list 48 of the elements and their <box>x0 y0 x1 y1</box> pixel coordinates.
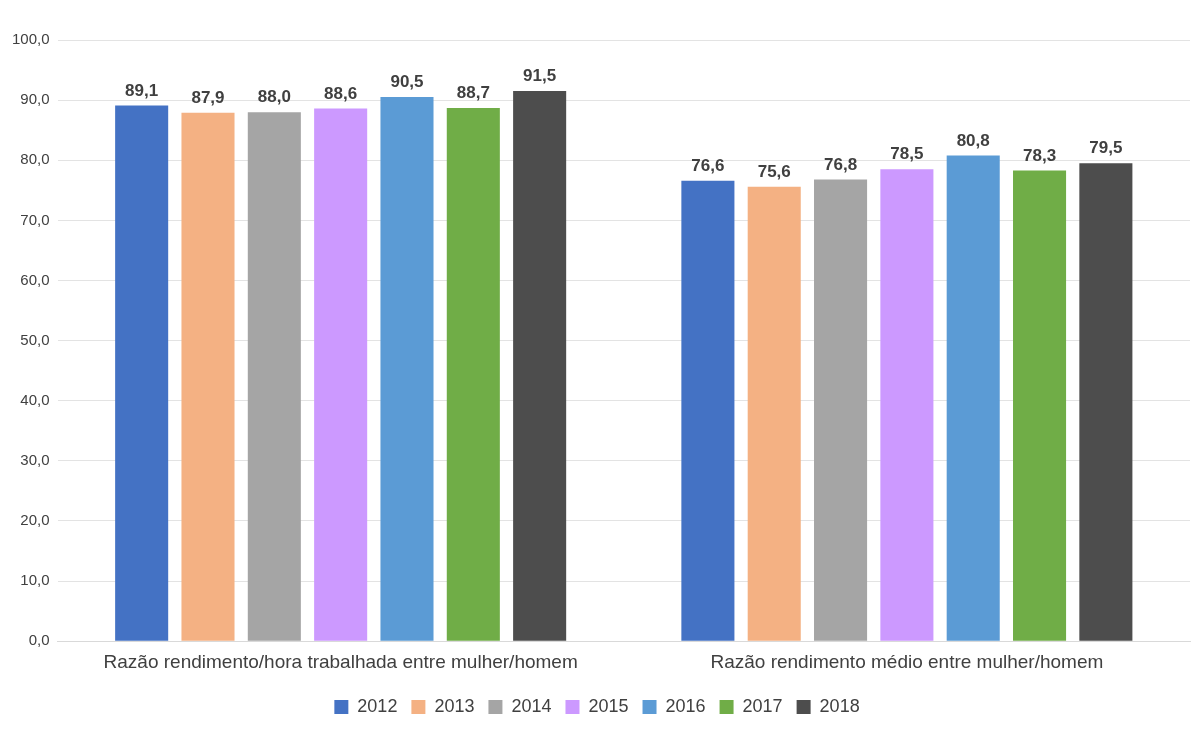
y-tick-label: 90,0 <box>20 90 50 108</box>
y-tick-label: 30,0 <box>20 450 50 468</box>
y-tick-label: 0,0 <box>28 631 50 649</box>
data-label: 90,5 <box>390 72 424 92</box>
bar <box>513 91 567 641</box>
legend-label: 2015 <box>588 695 629 716</box>
y-tick-label: 100,0 <box>11 30 50 48</box>
bar <box>247 112 301 641</box>
data-label: 91,5 <box>523 66 557 86</box>
legend-label: 2017 <box>742 695 783 716</box>
data-label: 88,7 <box>456 83 490 103</box>
data-label: 76,8 <box>824 154 858 174</box>
y-tick-label: 80,0 <box>20 150 50 168</box>
bar <box>814 179 868 641</box>
y-tick-label: 50,0 <box>20 330 50 348</box>
data-label: 87,9 <box>191 87 225 107</box>
y-tick-label: 10,0 <box>20 571 50 589</box>
data-label: 75,6 <box>757 161 791 181</box>
y-tick-label: 40,0 <box>20 390 50 408</box>
legend-label: 2012 <box>357 695 398 716</box>
bar <box>1079 163 1133 641</box>
y-tick-label: 60,0 <box>20 270 50 288</box>
legend-label: 2016 <box>665 695 706 716</box>
bar <box>880 169 934 641</box>
x-tick-label: Razão rendimento/hora trabalhada entre mulher/homem <box>103 650 578 672</box>
y-tick-label: 70,0 <box>20 210 50 228</box>
data-label: 79,5 <box>1089 138 1123 158</box>
legend-label: 2013 <box>434 695 475 716</box>
bar <box>314 108 368 641</box>
x-tick-label: Razão rendimento médio entre mulher/homem <box>710 650 1104 672</box>
data-label: 78,5 <box>890 144 924 164</box>
data-label: 76,6 <box>691 155 725 175</box>
bar <box>446 107 500 641</box>
bar <box>747 186 801 641</box>
data-label: 88,0 <box>257 87 291 107</box>
data-label: 78,3 <box>1023 145 1057 165</box>
legend-label: 2014 <box>511 695 552 716</box>
data-label: 80,8 <box>956 130 990 150</box>
legend-label: 2018 <box>819 695 860 716</box>
bar <box>380 97 434 641</box>
data-label: 88,6 <box>324 83 358 103</box>
bar <box>115 105 169 641</box>
bar <box>1013 170 1067 641</box>
bar <box>681 180 735 641</box>
y-tick-label: 20,0 <box>20 511 50 529</box>
data-label: 89,1 <box>125 80 159 100</box>
bar <box>946 155 1000 641</box>
bar <box>181 112 235 641</box>
